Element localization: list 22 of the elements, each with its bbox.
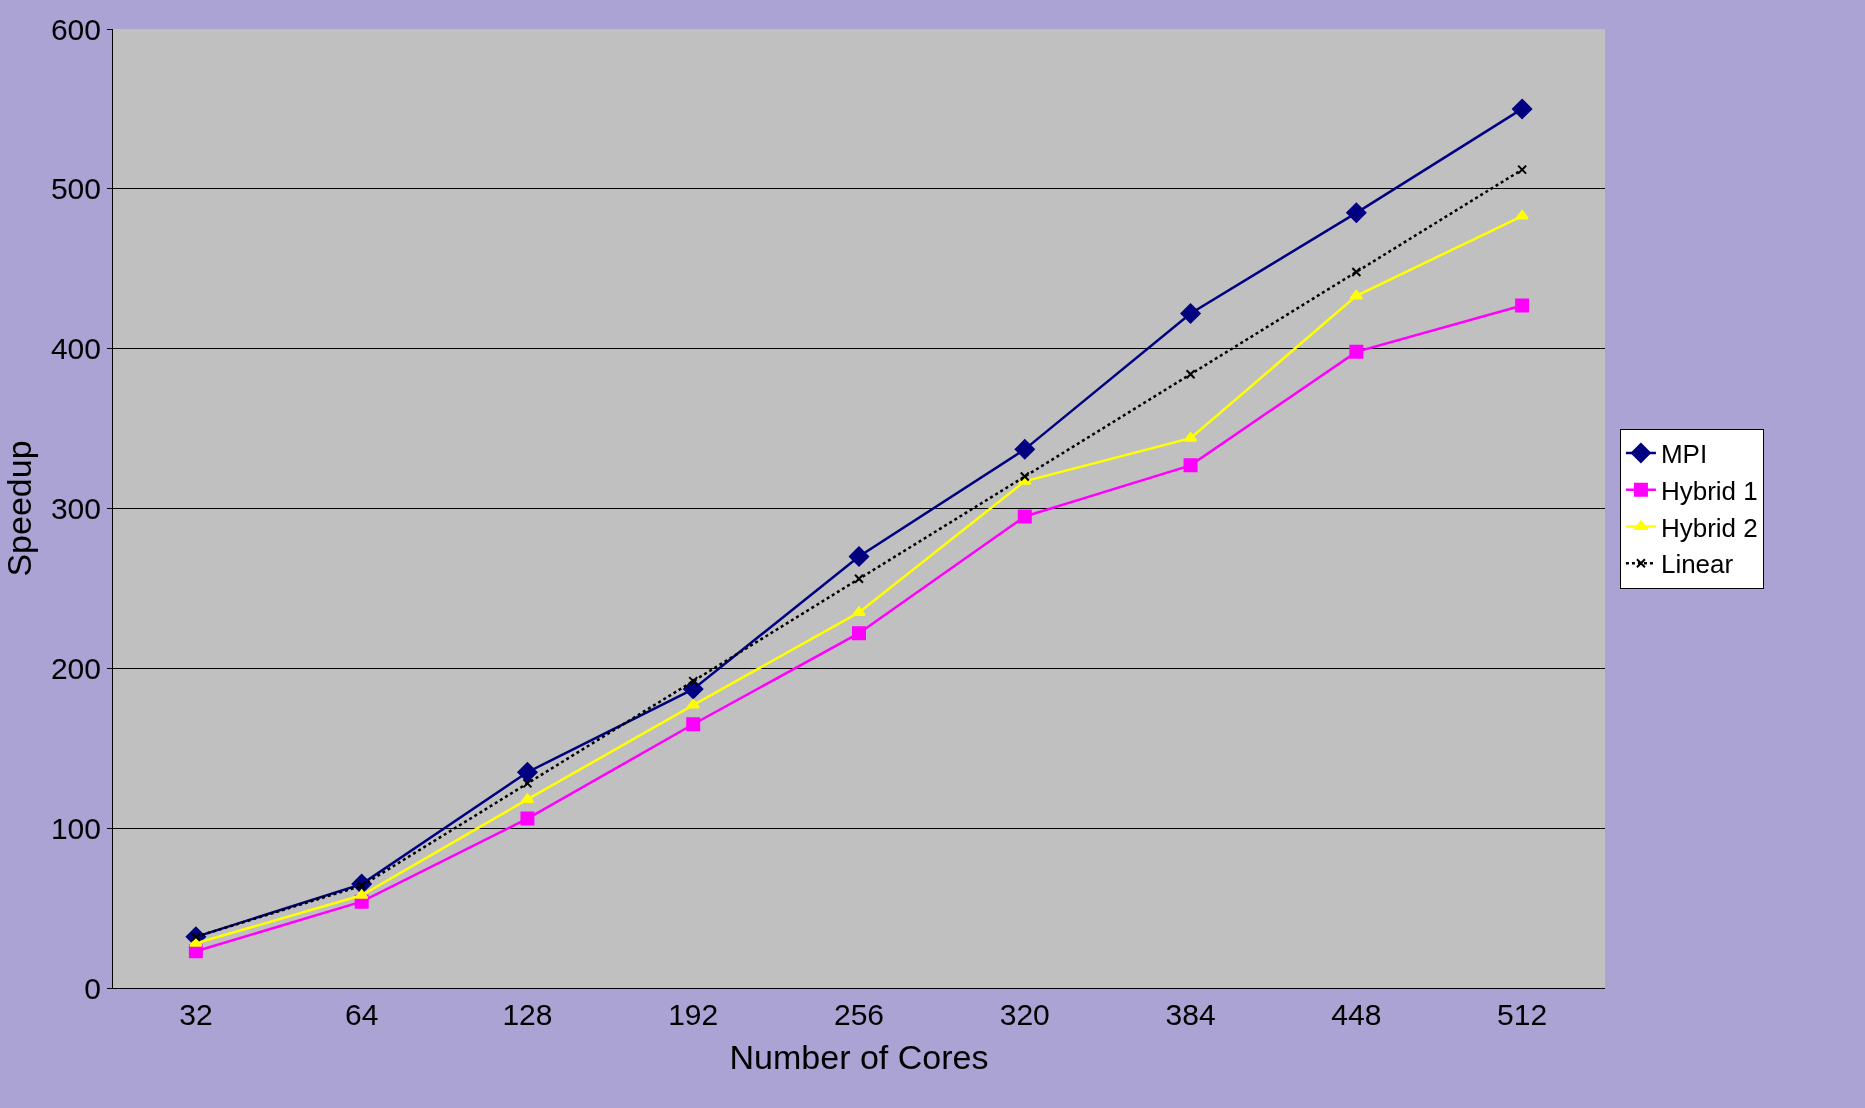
y-tick-label: 400 [50, 332, 101, 366]
x-tick-label: 512 [1497, 998, 1548, 1031]
y-tick-label: 0 [84, 971, 101, 1005]
legend-label: Hybrid 2 [1660, 512, 1758, 543]
legend-label: Linear [1660, 549, 1734, 580]
y-tick-label: 300 [50, 492, 101, 525]
y-axis-title: Speedup [0, 440, 38, 577]
x-axis-title: Number of Cores [729, 1038, 989, 1077]
x-tick-label: 320 [999, 998, 1050, 1031]
y-tick-label: 100 [50, 811, 101, 845]
y-tick-label: 600 [50, 12, 101, 46]
legend-label: Hybrid 1 [1660, 475, 1758, 506]
x-tick-label: 448 [1331, 998, 1382, 1031]
y-tick-label: 500 [50, 172, 101, 206]
x-tick-label: 256 [833, 998, 885, 1031]
x-tick-label: 384 [1165, 998, 1216, 1031]
x-tick-label: 64 [344, 998, 379, 1031]
y-tick-label: 200 [50, 651, 101, 685]
x-tick-label: 128 [502, 998, 553, 1031]
x-tick-label: 192 [668, 998, 719, 1031]
x-tick-label: 32 [179, 998, 213, 1031]
legend-label: MPI [1660, 439, 1708, 470]
